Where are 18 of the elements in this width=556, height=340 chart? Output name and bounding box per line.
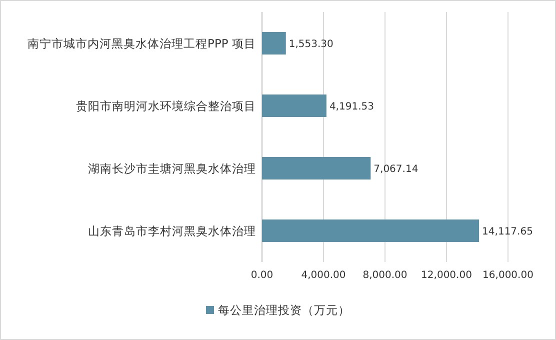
x-tick-label: 4,000.00 <box>301 270 346 281</box>
y-tick-label: 山东青岛市李村河黑臭水体治理 <box>88 224 256 238</box>
y-tick-label: 湖南长沙市圭塘河黑臭水体治理 <box>88 161 256 176</box>
bar <box>262 94 326 117</box>
data-label: 7,067.14 <box>374 164 418 175</box>
bar <box>262 157 371 180</box>
y-tick-label: 贵阳市南明河水环境综合整治项目 <box>76 98 256 113</box>
data-label: 1,553.30 <box>288 38 334 50</box>
x-tick-label: 8,000.00 <box>362 270 408 281</box>
x-tick-label: 16,000.00 <box>482 270 534 281</box>
legend-label: 每公里治理投资（万元） <box>218 303 350 318</box>
x-tick-label: 12,000.00 <box>421 270 472 281</box>
y-tick-label: 南宁市城市内河黑臭水体治理工程PPP 项目 <box>28 36 256 50</box>
bar <box>262 220 480 242</box>
data-label: 14,117.65 <box>482 226 533 238</box>
x-tick-label: 0.00 <box>250 270 274 281</box>
bar <box>262 32 286 54</box>
data-label: 4,191.53 <box>329 101 374 112</box>
